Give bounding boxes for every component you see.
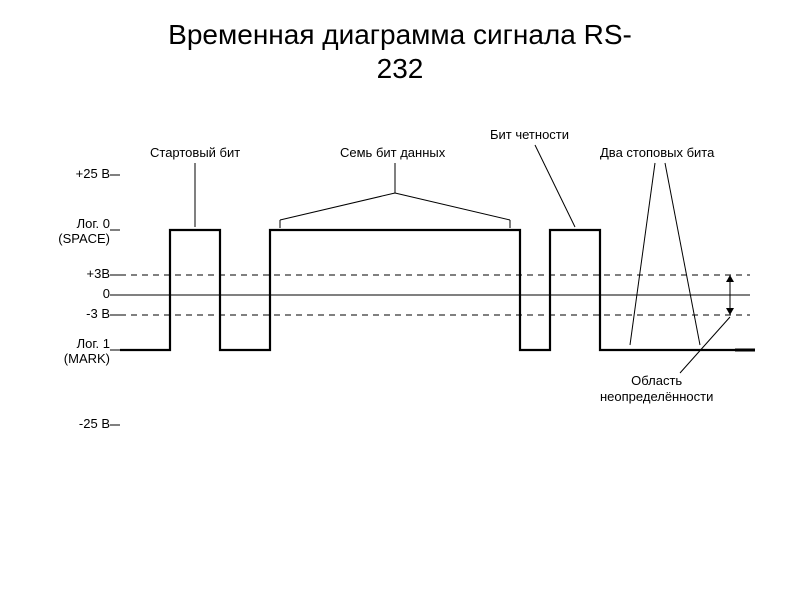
title-line-1: Временная диаграмма сигнала RS- [168, 19, 632, 50]
diagram-svg [40, 115, 760, 475]
timing-diagram: +25 В Лог. 0 (SPACE) +3В 0 -3 В Лог. 1 (… [40, 115, 760, 475]
ylabel-plus3: +3В [87, 267, 111, 282]
ylabel-minus25: -25 В [79, 417, 110, 432]
annot-uncertainty: Область неопределённости [600, 373, 713, 404]
annot-seven-data: Семь бит данных [340, 145, 445, 160]
ylabel-logic1: Лог. 1 (MARK) [64, 337, 110, 367]
title-line-2: 232 [377, 53, 424, 84]
ylabel-zero: 0 [103, 287, 110, 302]
annot-parity: Бит четности [490, 127, 569, 142]
annot-two-stop: Два стоповых бита [600, 145, 714, 160]
ylabel-minus3: -3 В [86, 307, 110, 322]
annot-start-bit: Стартовый бит [150, 145, 240, 160]
ylabel-plus25: +25 В [76, 167, 110, 182]
ylabel-logic0: Лог. 0 (SPACE) [58, 217, 110, 247]
